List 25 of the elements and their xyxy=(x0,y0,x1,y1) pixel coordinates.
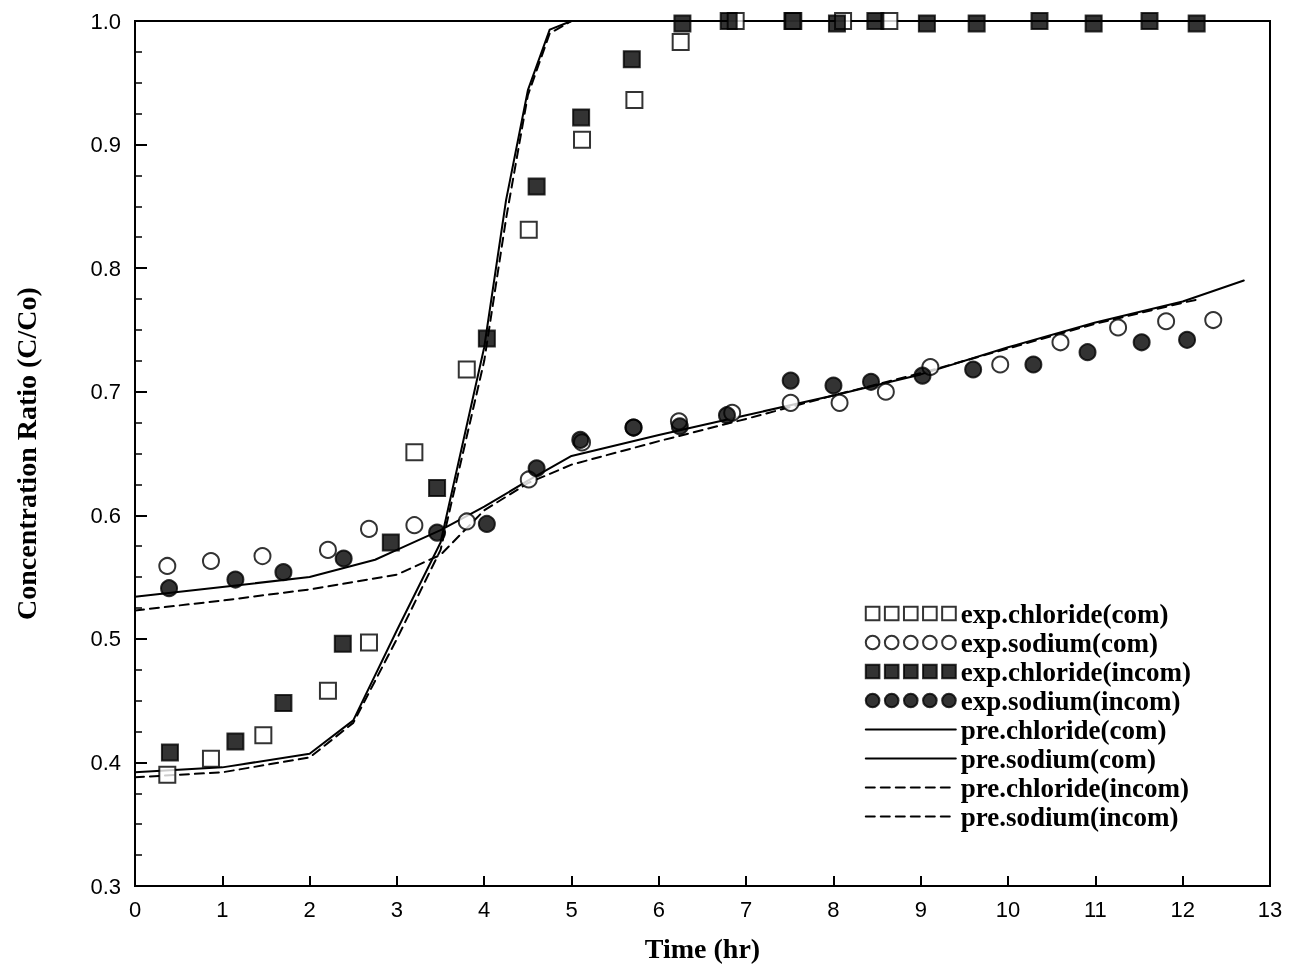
x-tick-label: 5 xyxy=(565,896,578,922)
x-tick-label: 0 xyxy=(128,896,142,922)
y-tick-label: 0.4 xyxy=(90,749,121,775)
x-tick-label: 13 xyxy=(1257,896,1283,922)
y-tick-label: 0.9 xyxy=(90,132,121,158)
y-axis-title: Concentration Ratio (C/Co) xyxy=(10,287,42,620)
y-tick-label: 0.3 xyxy=(90,873,121,899)
x-tick-label: 2 xyxy=(303,896,316,922)
y-tick-label: 0.7 xyxy=(90,379,121,405)
x-tick-label: 4 xyxy=(478,896,491,922)
x-axis-title: Time (hr) xyxy=(644,932,761,964)
x-tick-label: 11 xyxy=(1083,896,1107,922)
y-tick-label: 0.8 xyxy=(90,255,121,281)
legend-label: exp.chloride(com) xyxy=(960,598,1169,629)
x-tick-label: 6 xyxy=(652,896,665,922)
y-tick-label: 0.6 xyxy=(90,502,121,528)
x-tick-label: 12 xyxy=(1170,896,1195,922)
x-tick-label: 10 xyxy=(995,896,1021,922)
x-tick-label: 3 xyxy=(390,896,404,922)
x-tick-label: 1 xyxy=(216,896,229,922)
x-tick-label: 7 xyxy=(740,896,753,922)
x-tick-label: 8 xyxy=(827,896,840,922)
y-tick-label: 0.5 xyxy=(90,626,121,652)
y-tick-label: 1.0 xyxy=(90,8,121,34)
x-tick-label: 9 xyxy=(914,896,927,922)
